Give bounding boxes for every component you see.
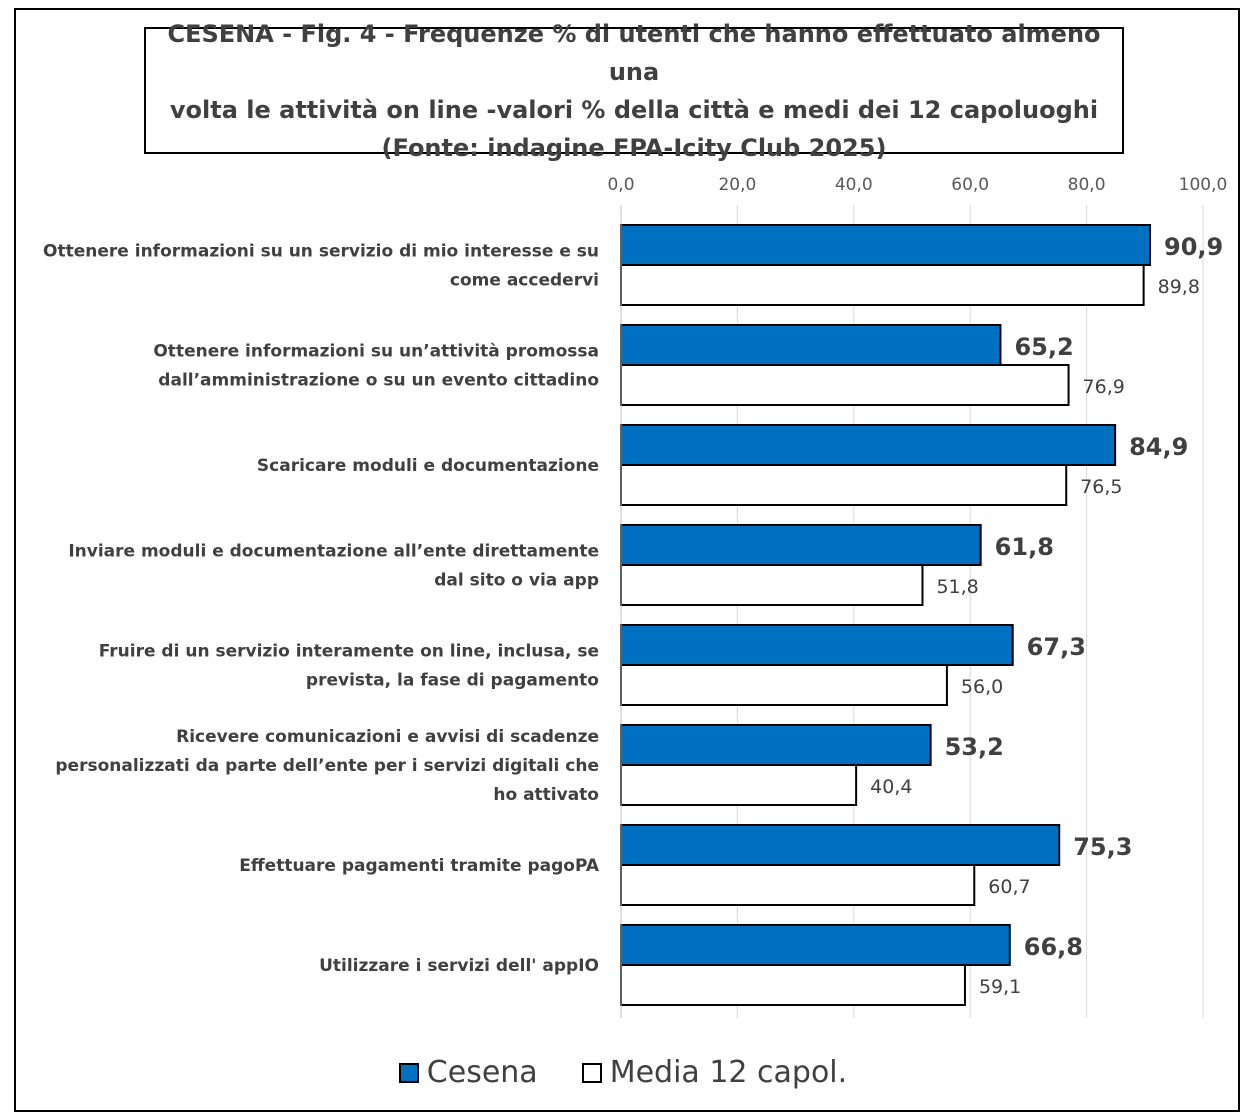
data-label-media: 51,8 <box>936 576 978 598</box>
x-tick-label: 100,0 <box>1179 175 1228 195</box>
bar-cesena <box>620 424 1117 466</box>
category-label: Effettuare pagamenti tramite pagoPA <box>239 856 600 876</box>
data-label-cesena: 61,8 <box>995 533 1054 561</box>
bar-media <box>620 664 948 706</box>
data-label-cesena: 65,2 <box>1014 333 1073 361</box>
chart-title-line-2: volta le attività on line -valori % dell… <box>169 95 1099 124</box>
data-label-media: 56,0 <box>961 676 1003 698</box>
data-label-media: 59,1 <box>979 976 1021 998</box>
category-label: Fruire di un servizio interamente on lin… <box>99 642 599 662</box>
legend-swatch-cesena <box>398 1062 419 1083</box>
bar-cesena <box>620 324 1002 366</box>
bar-media <box>620 364 1070 406</box>
bar-media <box>620 564 924 606</box>
bar-cesena <box>620 724 932 766</box>
bar-cesena <box>620 624 1014 666</box>
data-label-cesena: 75,3 <box>1073 833 1132 861</box>
category-label: Scaricare moduli e documentazione <box>257 456 599 476</box>
bar-media <box>620 464 1068 506</box>
bar-cesena <box>620 824 1061 866</box>
data-label-cesena: 84,9 <box>1129 433 1188 461</box>
data-label-media: 40,4 <box>870 776 912 798</box>
category-label: Ottenere informazioni su un’attività pro… <box>153 342 599 362</box>
legend-label-cesena: Cesena <box>426 1055 538 1090</box>
category-label: dal sito o via app <box>434 571 599 591</box>
category-label: Ottenere informazioni su un servizio di … <box>43 242 599 262</box>
x-tick-label: 80,0 <box>1068 175 1106 195</box>
category-label: dall’amministrazione o su un evento citt… <box>158 371 599 391</box>
legend-item-cesena: Cesena <box>398 1055 538 1090</box>
data-label-cesena: 67,3 <box>1027 633 1086 661</box>
data-label-cesena: 66,8 <box>1024 933 1083 961</box>
data-label-media: 60,7 <box>988 876 1030 898</box>
data-label-media: 89,8 <box>1158 276 1200 298</box>
category-label: personalizzati da parte dell’ente per i … <box>55 756 599 776</box>
bar-media <box>620 864 976 906</box>
category-label: Inviare moduli e documentazione all’ente… <box>68 542 599 562</box>
data-label-media: 76,5 <box>1080 476 1122 498</box>
data-label-media: 76,9 <box>1083 376 1125 398</box>
category-label: Utilizzare i servizi dell' appIO <box>319 956 599 976</box>
bar-cesena <box>620 924 1011 966</box>
x-tick-label: 20,0 <box>718 175 756 195</box>
chart-title-line-1: CESENA - Fig. 4 - Frequenze % di utenti … <box>167 19 1101 86</box>
data-label-cesena: 53,2 <box>945 733 1004 761</box>
category-label: prevista, la fase di pagamento <box>306 671 599 691</box>
x-tick-label: 60,0 <box>951 175 989 195</box>
category-label: Ricevere comunicazioni e avvisi di scade… <box>176 727 599 747</box>
x-tick-label: 40,0 <box>835 175 873 195</box>
chart-legend: Cesena Media 12 capol. <box>0 1055 1246 1090</box>
category-label: come accedervi <box>450 271 599 291</box>
legend-swatch-media <box>581 1062 602 1083</box>
legend-label-media: Media 12 capol. <box>609 1055 848 1090</box>
category-label: ho attivato <box>493 785 599 805</box>
data-label-cesena: 90,9 <box>1164 233 1223 261</box>
bar-media <box>620 964 966 1006</box>
chart-title-box: CESENA - Fig. 4 - Frequenze % di utenti … <box>144 20 1124 162</box>
legend-item-media: Media 12 capol. <box>581 1055 848 1090</box>
x-tick-label: 0,0 <box>607 175 634 195</box>
bar-cesena <box>620 524 982 566</box>
bar-cesena <box>620 224 1152 266</box>
chart-title: CESENA - Fig. 4 - Frequenze % di utenti … <box>146 15 1122 167</box>
bar-media <box>620 764 858 806</box>
bar-media <box>620 264 1145 306</box>
chart-title-line-3: (Fonte: indagine FPA-Icity Club 2025) <box>381 133 887 162</box>
